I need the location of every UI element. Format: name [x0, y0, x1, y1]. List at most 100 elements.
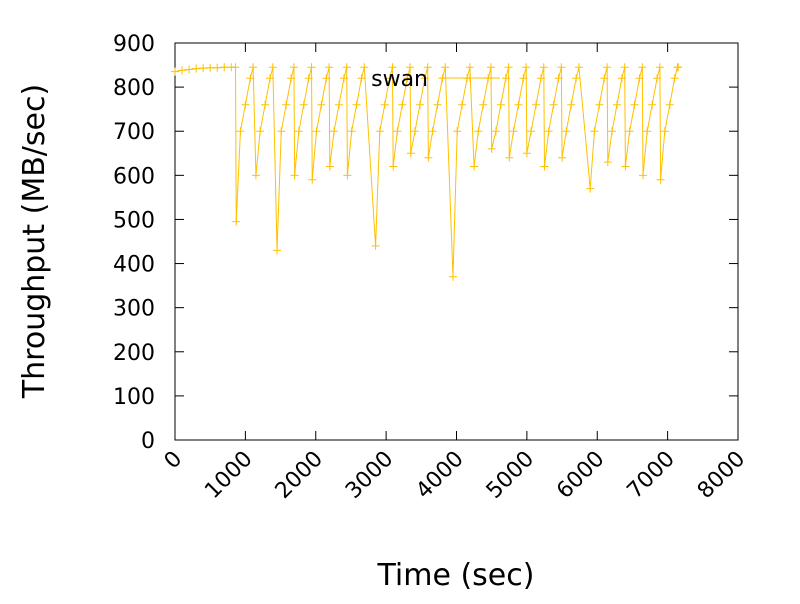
point-marker	[674, 63, 683, 72]
point-marker	[509, 127, 518, 136]
point-marker	[487, 144, 496, 153]
point-marker	[574, 63, 583, 72]
point-marker	[185, 65, 194, 74]
point-marker	[603, 158, 612, 167]
point-marker	[428, 127, 437, 136]
point-marker	[256, 127, 265, 136]
point-marker	[261, 100, 270, 109]
point-marker	[192, 64, 201, 73]
y-tick-label: 0	[141, 429, 155, 454]
point-marker	[522, 149, 531, 158]
point-marker	[277, 127, 286, 136]
point-marker	[470, 162, 479, 171]
point-marker	[638, 171, 647, 180]
point-marker	[199, 64, 208, 73]
x-tick-label: 2000	[271, 447, 328, 504]
point-marker	[294, 127, 303, 136]
point-marker	[385, 74, 394, 83]
y-tick-label: 700	[113, 120, 155, 145]
point-marker	[491, 127, 500, 136]
point-marker	[648, 100, 657, 109]
point-marker	[299, 100, 308, 109]
point-marker	[527, 127, 536, 136]
point-marker	[171, 67, 179, 76]
point-marker	[388, 63, 397, 72]
y-tick-label: 400	[113, 253, 155, 278]
point-marker	[539, 63, 548, 72]
point-marker	[522, 63, 531, 72]
y-tick-label: 300	[113, 297, 155, 322]
y-tick-label: 200	[113, 341, 155, 366]
point-marker	[621, 162, 630, 171]
point-marker	[266, 74, 275, 83]
point-marker	[206, 63, 215, 72]
point-marker	[307, 63, 316, 72]
point-marker	[246, 74, 255, 83]
y-tick-label: 100	[113, 385, 155, 410]
point-marker	[519, 74, 528, 83]
point-marker	[236, 127, 245, 136]
point-marker	[656, 175, 665, 184]
point-marker	[415, 100, 424, 109]
x-tick-label: 8000	[693, 447, 750, 504]
point-marker	[572, 74, 581, 83]
point-marker	[308, 175, 317, 184]
x-tick-label: 6000	[552, 447, 609, 504]
point-marker	[474, 127, 483, 136]
y-tick-label: 500	[113, 208, 155, 233]
point-marker	[304, 74, 313, 83]
point-marker	[398, 100, 407, 109]
point-marker	[290, 171, 299, 180]
x-tick-label: 0	[160, 447, 188, 475]
point-marker	[268, 63, 277, 72]
x-axis-label: Time (sec)	[377, 558, 535, 593]
point-marker	[562, 127, 571, 136]
legend-marker	[466, 74, 474, 82]
point-marker	[504, 63, 513, 72]
point-marker	[625, 127, 634, 136]
point-marker	[486, 63, 495, 72]
point-marker	[479, 100, 488, 109]
point-marker	[232, 217, 241, 226]
point-marker	[339, 74, 348, 83]
point-marker	[249, 63, 258, 72]
point-marker	[540, 162, 549, 171]
point-marker	[371, 241, 380, 250]
point-marker	[448, 272, 457, 281]
point-marker	[389, 162, 398, 171]
x-tick-label: 7000	[623, 447, 680, 504]
point-marker	[251, 171, 260, 180]
point-marker	[655, 63, 664, 72]
point-marker	[536, 74, 545, 83]
point-marker	[453, 127, 462, 136]
point-marker	[220, 63, 229, 72]
point-marker	[273, 246, 282, 255]
legend-label: swan	[371, 67, 428, 92]
point-marker	[665, 100, 674, 109]
point-marker	[612, 100, 621, 109]
point-marker	[343, 171, 352, 180]
point-marker	[544, 127, 553, 136]
y-tick-label: 600	[113, 164, 155, 189]
point-marker	[635, 74, 644, 83]
point-marker	[558, 153, 567, 162]
point-marker	[496, 100, 505, 109]
point-marker	[241, 100, 250, 109]
point-marker	[360, 63, 369, 72]
point-marker	[375, 127, 384, 136]
point-marker	[342, 63, 351, 72]
point-marker	[393, 127, 402, 136]
plot-frame	[174, 42, 739, 441]
point-marker	[501, 74, 510, 83]
point-marker	[638, 63, 647, 72]
point-marker	[287, 74, 296, 83]
y-tick-label: 800	[113, 76, 155, 101]
point-marker	[410, 127, 419, 136]
point-marker	[424, 153, 433, 162]
point-marker	[532, 100, 541, 109]
point-marker	[653, 74, 662, 83]
point-marker	[617, 74, 626, 83]
point-marker	[600, 74, 609, 83]
point-marker	[557, 63, 566, 72]
